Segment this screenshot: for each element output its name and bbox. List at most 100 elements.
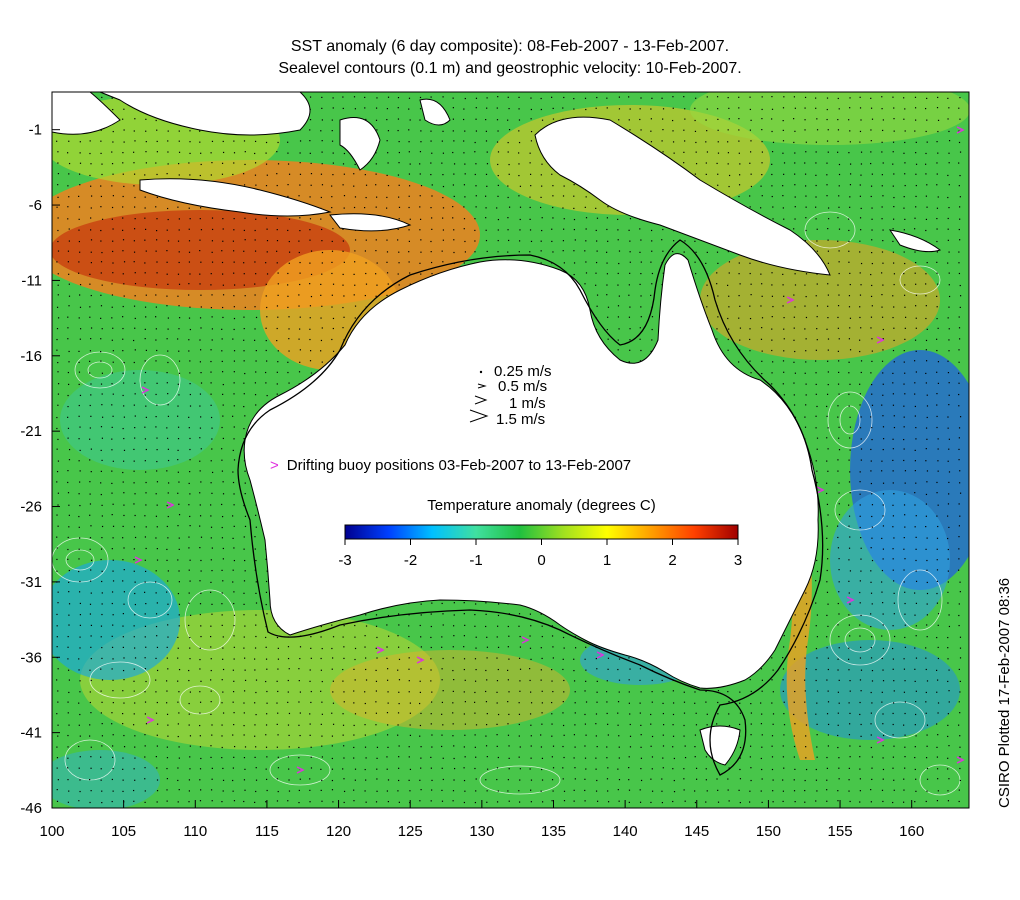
velocity-vector: [859, 350, 861, 353]
velocity-vector: [321, 680, 323, 683]
velocity-vector: [397, 724, 399, 726]
velocity-vector: [354, 239, 357, 241]
velocity-vector: [375, 614, 378, 616]
velocity-vector: [782, 745, 784, 747]
velocity-vector: [144, 394, 146, 396]
velocity-vector: [420, 614, 422, 616]
velocity-vector: [199, 504, 201, 506]
velocity-vector: [276, 680, 278, 682]
velocity-vector: [442, 724, 444, 726]
velocity-vector: [826, 591, 829, 593]
velocity-vector: [529, 713, 532, 715]
velocity-vector: [606, 251, 608, 253]
velocity-vector: [815, 295, 817, 297]
velocity-vector: [332, 317, 335, 320]
velocity-vector: [959, 218, 961, 220]
velocity-vector: [453, 602, 455, 604]
velocity-vector: [474, 613, 476, 616]
velocity-vector: [408, 746, 410, 748]
velocity-vector: [111, 548, 113, 550]
velocity-vector: [508, 239, 510, 242]
velocity-vector: [552, 745, 555, 747]
velocity-vector: [892, 404, 895, 406]
velocity-vector: [134, 702, 136, 704]
velocity-vector: [815, 151, 817, 153]
velocity-vector: [144, 306, 147, 308]
velocity-vector: [233, 360, 236, 362]
velocity-vector: [508, 173, 510, 175]
velocity-vector: [145, 723, 148, 725]
velocity-vector: [387, 614, 390, 617]
velocity-vector: [672, 690, 674, 692]
velocity-vector: [860, 570, 862, 572]
velocity-vector: [915, 305, 917, 307]
velocity-vector: [815, 218, 817, 220]
velocity-vector: [783, 646, 785, 648]
velocity-vector: [518, 130, 520, 132]
velocity-vector: [111, 163, 114, 165]
velocity-vector: [288, 382, 290, 384]
velocity-vector: [563, 734, 565, 736]
velocity-vector: [78, 548, 80, 550]
velocity-vector: [529, 229, 532, 231]
velocity-vector: [133, 339, 135, 342]
velocity-vector: [948, 140, 951, 142]
velocity-vector: [529, 613, 532, 615]
velocity-vector: [408, 141, 410, 143]
velocity-vector: [805, 394, 807, 396]
velocity-vector: [695, 141, 697, 144]
velocity-vector: [552, 657, 554, 659]
velocity-vector: [145, 151, 147, 153]
velocity-vector: [816, 559, 818, 562]
velocity-vector: [233, 328, 235, 331]
velocity-vector: [474, 658, 477, 660]
velocity-vector: [78, 415, 80, 417]
velocity-vector: [210, 382, 212, 384]
velocity-vector: [408, 108, 410, 110]
velocity-vector: [958, 558, 960, 560]
velocity-vector: [233, 162, 235, 164]
velocity-vector: [177, 492, 179, 494]
velocity-vector: [56, 470, 59, 473]
velocity-vector: [464, 734, 466, 736]
velocity-vector: [199, 724, 201, 727]
velocity-vector: [881, 141, 883, 143]
velocity-vector: [101, 603, 103, 605]
velocity-vector: [342, 713, 344, 715]
velocity-vector: [254, 658, 256, 660]
velocity-vector: [420, 646, 422, 648]
velocity-vector: [310, 746, 312, 748]
velocity-vector: [376, 284, 378, 286]
velocity-vector: [233, 152, 236, 154]
velocity-vector: [540, 196, 542, 198]
velocity-vector: [782, 129, 784, 132]
velocity-vector: [100, 317, 102, 319]
cool-patch-indian: [60, 370, 220, 470]
velocity-vector: [452, 217, 454, 219]
velocity-vector: [958, 427, 961, 429]
velocity-vector: [959, 636, 962, 638]
velocity-vector: [188, 339, 190, 341]
velocity-vector: [134, 437, 136, 439]
velocity-vector: [387, 184, 390, 187]
velocity-vector: [903, 569, 905, 571]
velocity-vector: [683, 251, 685, 253]
velocity-vector: [837, 602, 839, 605]
velocity-vector: [122, 481, 124, 483]
velocity-vector: [915, 580, 918, 582]
velocity-vector: [112, 679, 114, 681]
velocity-vector: [100, 449, 102, 452]
velocity-vector: [353, 690, 355, 692]
velocity-vector: [452, 184, 454, 186]
velocity-vector: [508, 691, 510, 693]
velocity-vector: [167, 482, 170, 484]
velocity-vector: [408, 129, 410, 131]
velocity-vector: [57, 184, 59, 186]
velocity-vector: [595, 107, 597, 109]
velocity-vector: [948, 382, 950, 384]
velocity-vector: [210, 591, 212, 593]
velocity-vector: [925, 701, 927, 703]
velocity-vector: [639, 338, 641, 340]
velocity-vector: [287, 229, 289, 232]
